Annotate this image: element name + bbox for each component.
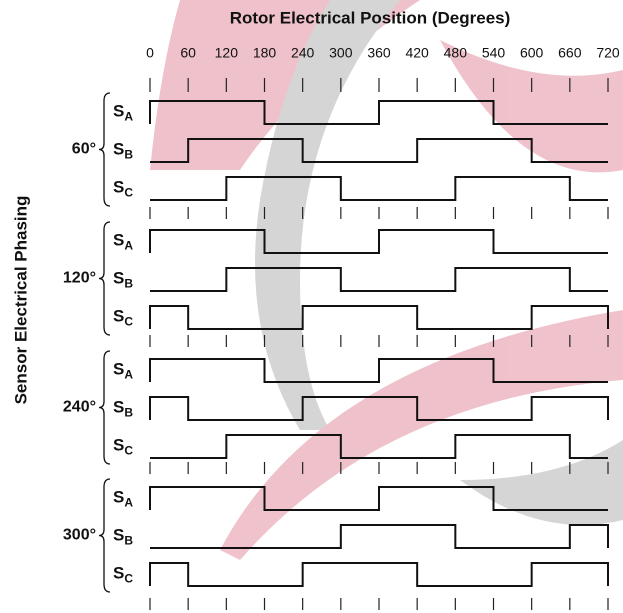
x-tick-label: 180 bbox=[253, 45, 277, 61]
signal-label: SC bbox=[113, 436, 133, 458]
signal-name: S bbox=[113, 102, 124, 121]
signal-name: S bbox=[113, 231, 124, 250]
x-tick-label: 60 bbox=[180, 45, 196, 61]
signal-name: S bbox=[113, 526, 124, 545]
x-tick-label: 720 bbox=[596, 45, 620, 61]
signal-label: SA bbox=[113, 231, 133, 253]
waveform bbox=[150, 524, 609, 549]
signal-subscript: C bbox=[124, 315, 133, 329]
waveform bbox=[150, 138, 608, 163]
waveform bbox=[149, 562, 609, 587]
signal-subscript: A bbox=[124, 110, 133, 124]
signal-label: SC bbox=[113, 178, 133, 200]
group-label: 240° bbox=[63, 399, 96, 416]
brace bbox=[98, 92, 111, 207]
signal-subscript: A bbox=[124, 368, 133, 382]
brace bbox=[98, 221, 111, 336]
waveform bbox=[150, 434, 608, 459]
signal-subscript: C bbox=[124, 572, 133, 586]
signal-label: SA bbox=[113, 360, 133, 382]
signal-subscript: C bbox=[124, 186, 133, 200]
x-tick-label: 360 bbox=[367, 45, 391, 61]
x-tick-label: 420 bbox=[405, 45, 429, 61]
x-tick-label: 240 bbox=[291, 45, 315, 61]
y-axis-label: Sensor Electrical Phasing bbox=[11, 196, 30, 405]
waveform bbox=[150, 176, 608, 201]
signal-label: SB bbox=[113, 269, 133, 291]
signal-name: S bbox=[113, 178, 124, 197]
signal-label: SC bbox=[113, 307, 133, 329]
group-label: 120° bbox=[63, 270, 96, 287]
x-tick-label: 660 bbox=[558, 45, 582, 61]
signal-subscript: C bbox=[124, 444, 133, 458]
x-tick-label: 480 bbox=[444, 45, 468, 61]
signal-subscript: B bbox=[124, 534, 133, 548]
waveform bbox=[149, 396, 609, 421]
signal-subscript: A bbox=[124, 239, 133, 253]
signal-subscript: A bbox=[124, 496, 133, 510]
watermark bbox=[150, 0, 623, 560]
brace bbox=[98, 478, 111, 593]
waveform bbox=[149, 229, 608, 254]
x-tick-label: 300 bbox=[329, 45, 353, 61]
waveform bbox=[149, 486, 608, 511]
waveform bbox=[149, 100, 608, 125]
signal-label: SA bbox=[113, 102, 133, 124]
signal-name: S bbox=[113, 436, 124, 455]
signal-name: S bbox=[113, 307, 124, 326]
x-tick-label: 600 bbox=[520, 45, 544, 61]
signal-name: S bbox=[113, 564, 124, 583]
signal-name: S bbox=[113, 398, 124, 417]
x-tick-label: 120 bbox=[215, 45, 239, 61]
signal-subscript: B bbox=[124, 148, 133, 162]
waveform bbox=[149, 305, 609, 330]
signal-name: S bbox=[113, 140, 124, 159]
group-label: 300° bbox=[63, 527, 96, 544]
signal-label: SB bbox=[113, 140, 133, 162]
signal-name: S bbox=[113, 360, 124, 379]
signal-label: SA bbox=[113, 488, 133, 510]
title: Rotor Electrical Position (Degrees) bbox=[230, 8, 511, 27]
signal-name: S bbox=[113, 269, 124, 288]
signal-name: S bbox=[113, 488, 124, 507]
signal-label: SC bbox=[113, 564, 133, 586]
group-label: 60° bbox=[72, 141, 96, 158]
x-tick-label: 0 bbox=[146, 45, 154, 61]
signal-subscript: B bbox=[124, 406, 133, 420]
waveform bbox=[149, 358, 608, 383]
signal-subscript: B bbox=[124, 277, 133, 291]
x-tick-label: 540 bbox=[482, 45, 506, 61]
brace bbox=[98, 350, 111, 465]
signal-label: SB bbox=[113, 526, 133, 548]
waveform bbox=[150, 267, 608, 292]
signal-label: SB bbox=[113, 398, 133, 420]
